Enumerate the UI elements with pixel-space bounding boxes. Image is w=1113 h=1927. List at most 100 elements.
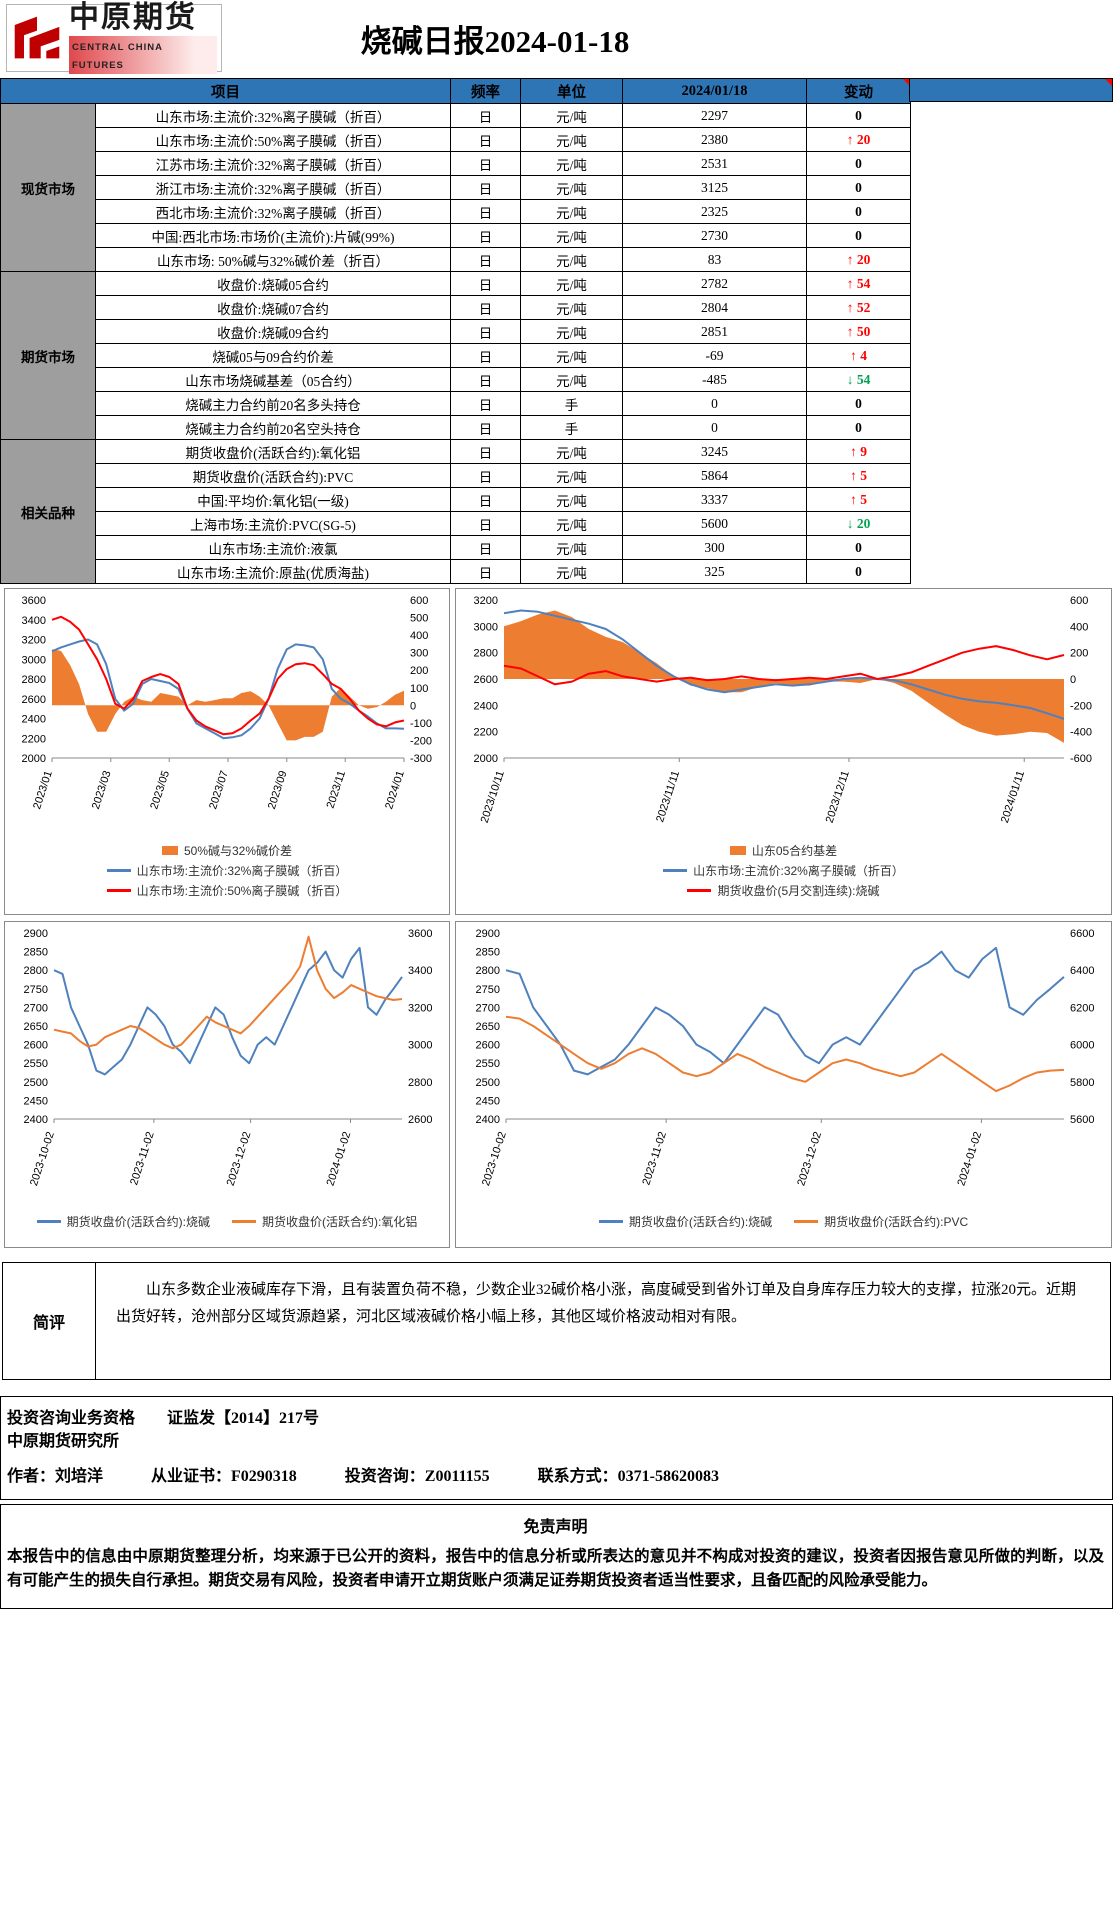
- change-value: ↑ 50: [846, 323, 871, 339]
- cell-change: ↑ 54: [806, 271, 911, 296]
- svg-text:2700: 2700: [475, 1002, 499, 1014]
- legend-item: 山东市场:主流价:32%离子膜碱（折百）: [663, 862, 904, 879]
- svg-text:2400: 2400: [475, 1114, 499, 1126]
- chart-canvas: 2400 2450 2500 2550 2600 2650 2700 2750 2800 2850…: [475, 928, 1094, 1187]
- svg-text:2024-01-02: 2024-01-02: [325, 1130, 354, 1187]
- cell-freq: 日: [450, 319, 521, 344]
- change-value: ↓ 54: [846, 371, 871, 387]
- svg-text:300: 300: [410, 648, 428, 660]
- logo-text: 中原期货 CENTRAL CHINA FUTURES: [69, 2, 217, 74]
- svg-text:3000: 3000: [473, 621, 497, 633]
- chart-legend: 50%碱与32%碱价差 山东市场:主流价:32%离子膜碱（折百） 山东市场:主流价:…: [5, 842, 449, 899]
- table-row: 收盘价:烧碱09合约日元/吨 2851 ↑ 50: [1, 319, 911, 344]
- cell-freq: 日: [450, 175, 521, 200]
- svg-text:6000: 6000: [1070, 1040, 1094, 1052]
- cell-value: 325: [622, 559, 807, 584]
- cell-item: 收盘价:烧碱09合约: [95, 319, 451, 344]
- svg-text:6600: 6600: [1070, 928, 1094, 940]
- legend-item: 山东05合约基差: [729, 842, 837, 859]
- svg-text:2023/09: 2023/09: [266, 769, 290, 811]
- svg-text:2023-12-02: 2023-12-02: [795, 1130, 824, 1187]
- cell-item: 收盘价:烧碱07合约: [95, 295, 451, 320]
- svg-text:2023/10/11: 2023/10/11: [478, 769, 506, 824]
- logo-english-name: CENTRAL CHINA FUTURES: [72, 41, 163, 71]
- change-value: ↑ 54: [846, 275, 871, 291]
- chart-legend: 山东05合约基差山东市场:主流价:32%离子膜碱（折百） 期货收盘价(5月交割连续…: [456, 842, 1111, 899]
- svg-text:2550: 2550: [475, 1058, 499, 1070]
- svg-text:100: 100: [410, 683, 428, 695]
- legend-item: 期货收盘价(活跃合约):烧碱: [36, 1213, 210, 1230]
- comment-marker-icon: [1105, 79, 1112, 86]
- report-header: 中原期货 CENTRAL CHINA FUTURES 烧碱日报2024-01-1…: [0, 0, 1113, 78]
- svg-text:2000: 2000: [473, 753, 497, 765]
- comment-text: 山东多数企业液碱库存下滑，且有装置负荷不稳，少数企业32碱价格小涨，高度碱受到省…: [116, 1282, 1077, 1325]
- svg-text:3200: 3200: [473, 595, 497, 607]
- table-row: 山东市场:主流价:原盐(优质海盐) 日元/吨 325 0: [1, 559, 911, 584]
- cell-unit: 元/吨: [520, 463, 623, 488]
- cell-item: 山东市场: 50%碱与32%碱价差（折百）: [95, 247, 451, 272]
- svg-text:200: 200: [1070, 648, 1088, 660]
- cell-value: 0: [622, 391, 807, 416]
- svg-text:600: 600: [1070, 595, 1088, 607]
- cell-value: -485: [622, 367, 807, 392]
- svg-text:0: 0: [410, 700, 416, 712]
- price-table: 项目 频率 单位 2024/01/18 变动 现货市场 山东市场:主流价:32%离…: [0, 78, 911, 584]
- cell-value: 2531: [622, 151, 807, 176]
- row-group-label: 相关品种: [0, 439, 96, 584]
- series-line: [503, 609, 1064, 720]
- svg-text:2023-10-02: 2023-10-02: [28, 1130, 57, 1187]
- cell-value: 2297: [622, 103, 807, 128]
- legend-item: 期货收盘价(5月交割连续):烧碱: [687, 882, 880, 899]
- svg-text:2023/05: 2023/05: [148, 769, 172, 811]
- legend-swatch: [598, 1220, 623, 1223]
- svg-text:2850: 2850: [475, 947, 499, 959]
- cell-unit: 元/吨: [520, 319, 623, 344]
- svg-text:2450: 2450: [475, 1095, 499, 1107]
- cell-change: ↑ 9: [806, 439, 911, 464]
- cell-change: ↑ 5: [806, 463, 911, 488]
- cell-change: 0: [806, 535, 911, 560]
- comment-section: 简评 山东多数企业液碱库存下滑，且有装置负荷不稳，少数企业32碱价格小涨，高度碱…: [2, 1262, 1111, 1380]
- cell-item: 江苏市场:主流价:32%离子膜碱（折百）: [95, 151, 451, 176]
- cell-unit: 元/吨: [520, 199, 623, 224]
- cell-value: 3337: [622, 487, 807, 512]
- svg-text:2200: 2200: [473, 727, 497, 739]
- cell-freq: 日: [450, 487, 521, 512]
- cell-change: ↑ 20: [806, 127, 911, 152]
- cell-value: 300: [622, 535, 807, 560]
- svg-text:2023/03: 2023/03: [90, 769, 114, 811]
- series-line: [53, 946, 403, 1076]
- logo-gradient-bar: CENTRAL CHINA FUTURES: [69, 35, 217, 74]
- col-header-item: 项目: [0, 78, 451, 104]
- cell-unit: 手: [520, 415, 623, 440]
- svg-text:3400: 3400: [408, 965, 432, 977]
- price-table-body: 现货市场 山东市场:主流价:32%离子膜碱（折百）日元/吨 2297 0 山东市场:主流…: [0, 103, 911, 584]
- svg-text:600: 600: [410, 595, 428, 607]
- svg-text:2600: 2600: [473, 674, 497, 686]
- table-row: 浙江市场:主流价:32%离子膜碱（折百）日元/吨 3125 0: [1, 175, 911, 200]
- svg-text:500: 500: [410, 613, 428, 625]
- svg-text:2800: 2800: [22, 674, 46, 686]
- col-header-freq-label: 频率: [471, 84, 500, 101]
- cell-freq: 日: [450, 511, 521, 536]
- cell-item: 烧碱主力合约前20名空头持仓: [95, 415, 451, 440]
- svg-text:2700: 2700: [24, 1002, 48, 1014]
- svg-text:3600: 3600: [408, 928, 432, 940]
- table-row: 现货市场 山东市场:主流价:32%离子膜碱（折百）日元/吨 2297 0: [0, 103, 911, 272]
- cell-item: 山东市场:主流价:原盐(优质海盐): [95, 559, 451, 584]
- svg-text:2023/07: 2023/07: [207, 769, 231, 811]
- cell-freq: 日: [450, 391, 521, 416]
- svg-text:6400: 6400: [1070, 965, 1094, 977]
- change-value: ↑ 52: [846, 299, 871, 315]
- legend-swatch: [232, 1220, 256, 1223]
- table-row: 烧碱05与09合约价差日元/吨 -69 ↑ 4: [1, 343, 911, 368]
- price-table-wrap: 项目 频率 单位 2024/01/18 变动 现货市场 山东市场:主流价:32%离…: [0, 78, 1113, 584]
- svg-text:6200: 6200: [1070, 1002, 1094, 1014]
- cell-unit: 元/吨: [520, 127, 623, 152]
- cell-unit: 元/吨: [520, 151, 623, 176]
- series-line: [51, 615, 405, 736]
- svg-text:2023/11: 2023/11: [325, 769, 348, 810]
- cell-freq: 日: [450, 247, 521, 272]
- svg-text:3600: 3600: [22, 595, 46, 607]
- series-area: [503, 610, 1064, 743]
